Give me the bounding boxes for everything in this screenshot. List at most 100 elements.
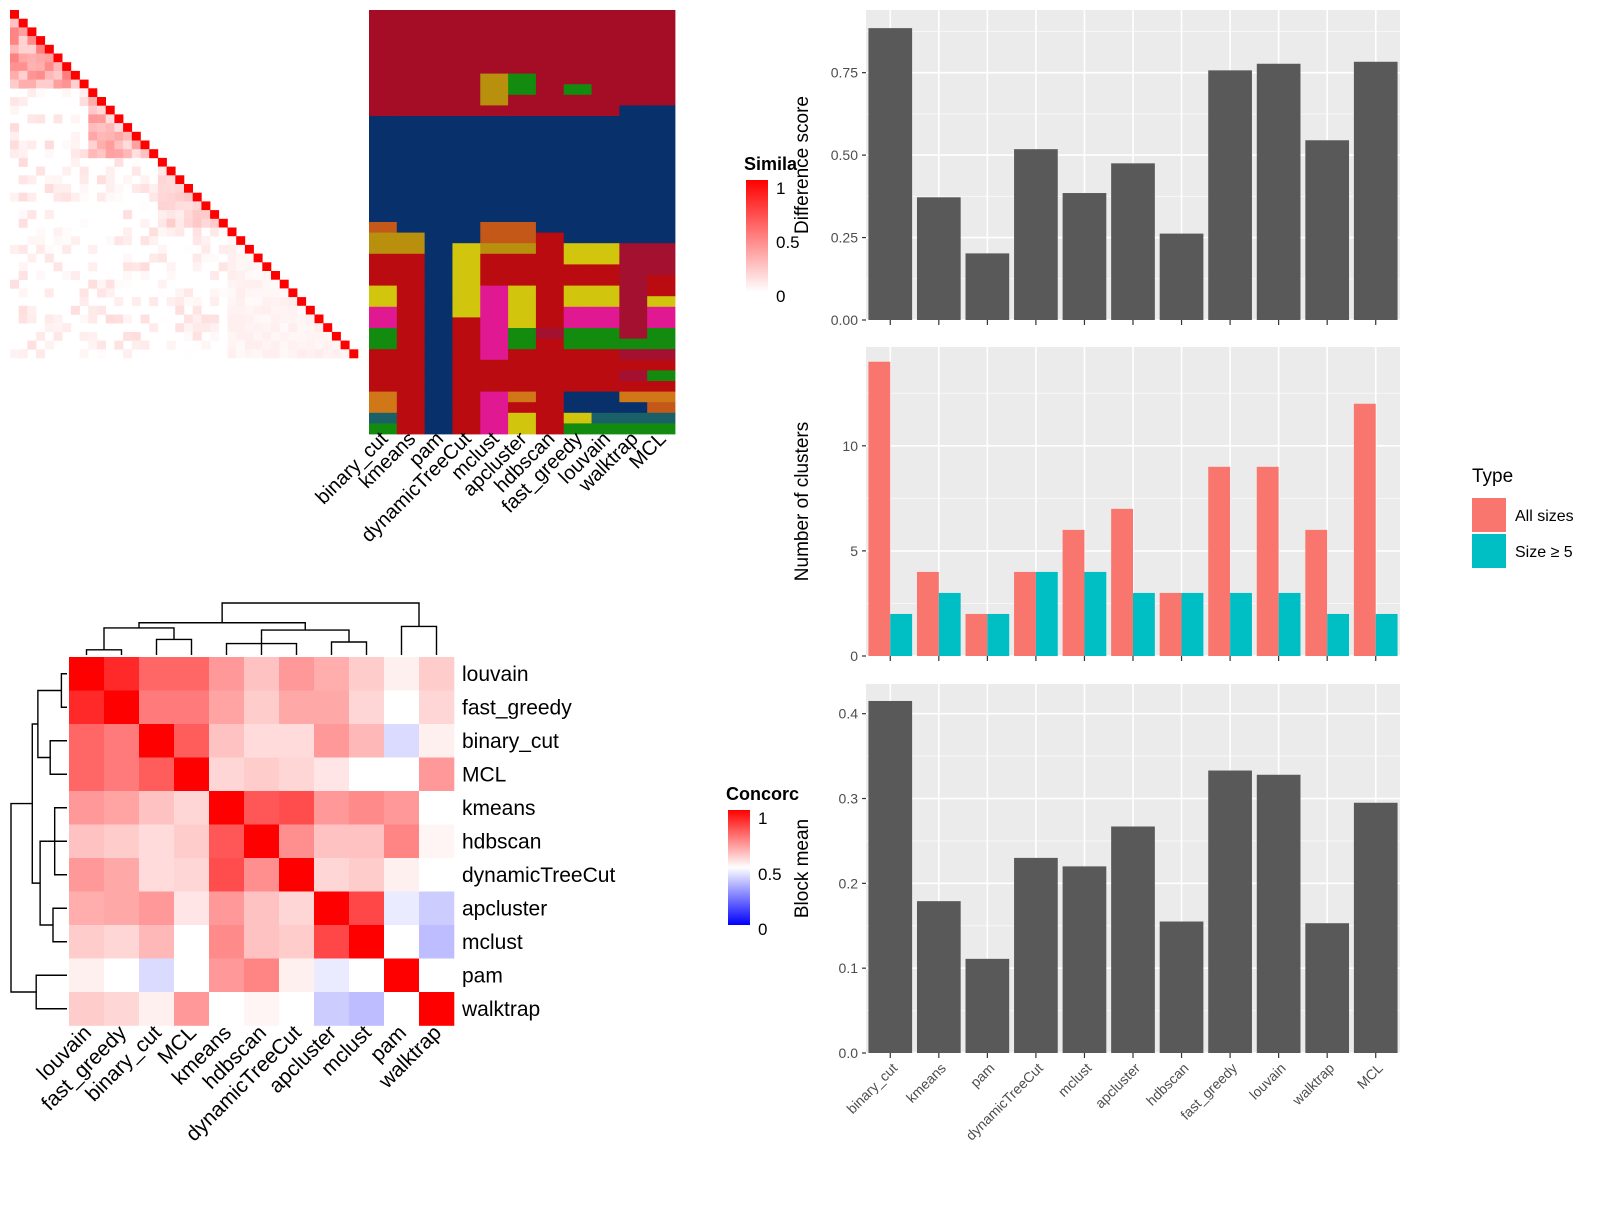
similarity-cell (88, 88, 98, 98)
similarity-cell (323, 331, 333, 341)
similarity-cell (123, 236, 133, 246)
assignment-cell (619, 381, 648, 392)
similarity-cell (262, 262, 272, 272)
similarity-cell (253, 271, 263, 280)
similarity-cell (27, 62, 37, 72)
assignment-cell (508, 137, 537, 149)
assignment-cell (508, 158, 537, 170)
assignment-cell (369, 10, 398, 21)
similarity-cell (10, 131, 19, 141)
similarity-cell (175, 305, 185, 315)
assignment-cell (591, 359, 620, 371)
similarity-cell (184, 192, 193, 202)
x-tick-label: binary_cut (843, 1060, 900, 1117)
similarity-cell (271, 297, 280, 307)
similarity-cell (166, 175, 176, 185)
assignment-cell (535, 126, 565, 138)
assignment-cell (396, 63, 426, 74)
concordance-cell (244, 724, 280, 758)
assignment-cell (480, 41, 509, 53)
assignment-cell (563, 370, 592, 382)
concordance-cell (314, 724, 350, 758)
assignment-cell (396, 20, 426, 32)
assignment-cell (535, 232, 565, 244)
assignment-cell (424, 338, 453, 350)
assignment-cell (591, 200, 620, 212)
assignment-cell (424, 285, 453, 297)
assignment-cell (508, 190, 537, 202)
similarity-cell (18, 218, 28, 228)
assignment-cell (647, 200, 676, 212)
assignment-cell (369, 137, 398, 149)
bar (1208, 70, 1252, 320)
similarity-cell (175, 297, 185, 307)
y-tick-label: 0 (850, 648, 858, 664)
assignment-cell (369, 84, 398, 96)
concordance-cell (384, 757, 420, 792)
similarity-cell (157, 210, 167, 220)
similarity-cell (44, 340, 54, 350)
assignment-cell (619, 116, 648, 127)
assignment-cell (480, 296, 509, 308)
similarity-cell (62, 140, 72, 150)
concordance-cell (349, 958, 385, 993)
assignment-cell (508, 116, 537, 127)
concordance-cell (139, 824, 175, 859)
bar (1062, 193, 1107, 320)
assignment-cell (508, 412, 537, 424)
similarity-cell (79, 149, 89, 159)
assignment-cell (647, 391, 676, 403)
y-tick-label: 0.1 (839, 960, 859, 976)
similarity-cell (27, 210, 37, 220)
assignment-cell (480, 243, 509, 255)
similarity-cell (123, 331, 133, 341)
assignment-cell (508, 94, 537, 106)
assignment-cell (563, 285, 592, 297)
similarity-cell (140, 184, 150, 193)
assignment-cell (452, 63, 481, 74)
concordance-cell (139, 992, 175, 1026)
assignment-cell (480, 190, 509, 202)
similarity-cell (201, 340, 211, 350)
assignment-cell (396, 264, 426, 276)
similarity-cell (262, 271, 272, 280)
assignment-cell (647, 306, 676, 318)
similarity-cell (27, 236, 37, 246)
bar-size-ge-5 (1035, 571, 1058, 656)
assignment-cell (508, 317, 537, 329)
assignment-cell (369, 169, 398, 180)
assignment-cell (369, 253, 398, 265)
assignment-cell (452, 306, 481, 318)
concordance-cell (174, 891, 210, 926)
concordance-cell (174, 992, 210, 1026)
bar-all-sizes (1159, 592, 1182, 656)
assignment-cell (452, 105, 481, 117)
similarity-cell (227, 314, 237, 324)
concordance-cell (209, 858, 245, 892)
similarity-cell (175, 210, 185, 220)
similarity-cell (88, 340, 98, 350)
assignment-cell (452, 359, 481, 371)
similarity-cell (97, 131, 106, 141)
similarity-cell (166, 218, 176, 228)
similarity-cell (70, 70, 80, 80)
assignment-cell (591, 116, 620, 127)
similarity-cell (18, 36, 28, 46)
assignment-cell (591, 158, 620, 170)
concordance-cell (419, 690, 455, 725)
assignment-cell (535, 190, 565, 202)
assignment-cell (619, 391, 648, 403)
concordance-cell (209, 958, 245, 993)
similarity-cell (97, 123, 106, 133)
similarity-cell (36, 114, 46, 124)
assignment-cell (647, 158, 676, 170)
similarity-cell (184, 184, 193, 193)
assignment-cell (480, 126, 509, 138)
assignment-cell (563, 264, 592, 276)
assignment-cell (424, 232, 453, 244)
assignment-cell (535, 306, 565, 318)
assignment-cell (535, 158, 565, 170)
similarity-cell (184, 244, 193, 254)
bar (1256, 774, 1301, 1053)
similarity-cell (297, 305, 307, 315)
